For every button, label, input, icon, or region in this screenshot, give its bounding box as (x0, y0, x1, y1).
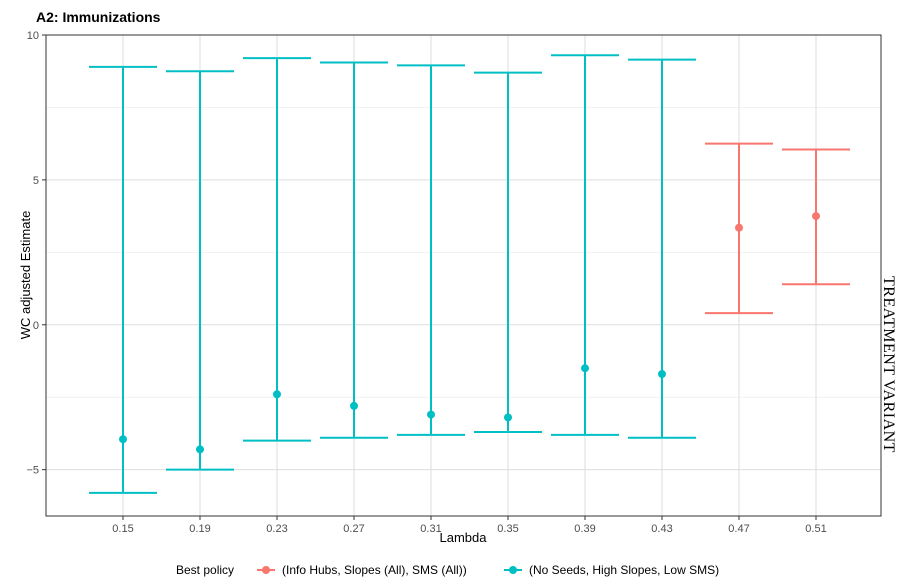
x-tick-label: 0.35 (497, 523, 518, 535)
errorbar-group (782, 148, 850, 286)
axes-layer: −5 0 5 10 0.15 0.19 0.23 0.27 0.31 0.35 0.39 0.43 0.… (26, 30, 826, 535)
x-tick-label: 0.51 (805, 523, 826, 535)
estimate-point (350, 401, 358, 410)
marks-layer (89, 54, 850, 494)
side-label: TREATMENT VARIANT (880, 276, 897, 453)
y-tick-label: 5 (33, 175, 39, 187)
y-tick-label: −5 (26, 465, 39, 477)
x-tick-label: 0.23 (266, 523, 287, 535)
errorbar-group (628, 58, 696, 439)
legend-title: Best policy (176, 563, 234, 577)
x-tick-label: 0.39 (574, 523, 595, 535)
errorbar-group (320, 61, 388, 439)
y-tick-label: 10 (27, 30, 39, 42)
chart-title: A2: Immunizations (36, 9, 161, 25)
x-tick-label: 0.43 (651, 523, 672, 535)
errorbar-group (89, 65, 157, 494)
errorbar-group (474, 71, 542, 433)
errorbar-group (705, 142, 773, 315)
x-tick-label: 0.31 (420, 523, 441, 535)
legend-entry-label: (Info Hubs, Slopes (All), SMS (All)) (282, 563, 467, 577)
errorbar-group (166, 70, 234, 471)
x-tick-label: 0.15 (112, 523, 133, 535)
legend-key-dot (509, 566, 517, 574)
x-tick-label: 0.19 (189, 523, 210, 535)
x-axis-title: Lambda (440, 530, 488, 545)
estimate-point (812, 212, 820, 221)
errorbar-group (397, 64, 465, 436)
errorbar-group (551, 54, 619, 436)
x-tick-label: 0.47 (728, 523, 749, 535)
estimate-point (581, 364, 589, 373)
legend: Best policy (Info Hubs, Slopes (All), SMS… (176, 563, 719, 577)
estimate-point (273, 390, 281, 399)
panel-border (45, 34, 882, 517)
errorbar-group (243, 57, 311, 442)
legend-key-dot (262, 566, 270, 574)
grid-layer (46, 34, 881, 516)
estimate-point (119, 435, 127, 444)
estimate-point (427, 410, 435, 419)
y-tick-label: 0 (33, 320, 39, 332)
estimate-point (196, 445, 204, 454)
legend-entry-label: (No Seeds, High Slopes, Low SMS) (529, 563, 719, 577)
estimate-point (504, 413, 512, 422)
y-axis-title: WC adjusted Estimate (18, 211, 33, 340)
x-tick-label: 0.27 (343, 523, 364, 535)
estimate-point (735, 223, 743, 232)
estimate-point (658, 370, 666, 379)
